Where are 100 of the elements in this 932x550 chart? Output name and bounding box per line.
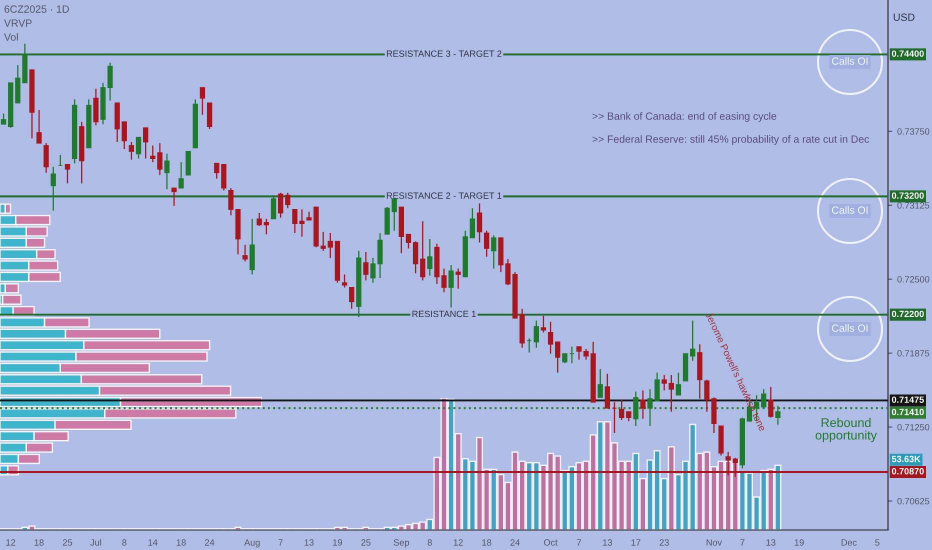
candlestick	[768, 386, 774, 418]
x-tick-label: 8	[428, 539, 432, 546]
candlestick	[363, 251, 368, 282]
candlestick	[562, 353, 568, 364]
candlestick	[640, 390, 646, 420]
candlestick	[491, 234, 496, 270]
candlestick	[256, 212, 262, 227]
x-tick-label: Oct	[544, 539, 558, 546]
candlestick	[647, 388, 653, 427]
candlestick	[406, 234, 412, 250]
candlestick	[178, 161, 184, 189]
x-tick-label: 12	[454, 539, 463, 546]
y-tick-label: 0.73125	[897, 202, 930, 209]
candlestick	[775, 405, 781, 426]
candlestick	[412, 240, 418, 274]
y-tick-label: 0.70625	[897, 498, 930, 504]
candlestick	[555, 341, 560, 374]
candlestick	[761, 388, 766, 408]
x-tick-label: 24	[510, 539, 520, 546]
ref-line-label: 0.73200	[892, 192, 924, 199]
ref-line-label: 0.72200	[892, 310, 924, 318]
candlestick	[676, 372, 682, 396]
candlestick	[50, 166, 56, 212]
y-tick-label: 0.73750	[897, 128, 930, 135]
annotation: Rebound opportunity	[816, 418, 877, 442]
candlestick	[618, 399, 624, 421]
candlestick	[0, 112, 6, 125]
candlestick	[264, 218, 270, 235]
candlestick	[626, 411, 632, 422]
y-axis-title: USD	[894, 14, 914, 21]
annotation: VRVP	[4, 20, 32, 27]
x-tick-label: 7	[278, 539, 283, 546]
x-tick-label: 23	[660, 539, 669, 546]
chart-title: 6CZ2025 · 1D	[4, 5, 69, 13]
x-tick-label: 19	[794, 539, 804, 546]
candlestick	[171, 187, 177, 206]
x-tick-label: 7	[576, 539, 582, 546]
candlestick	[64, 164, 70, 184]
y-tick-label: 0.72500	[897, 276, 930, 283]
x-tick-label: 25	[62, 539, 72, 546]
candlestick	[505, 258, 511, 286]
candlestick	[128, 141, 134, 160]
x-tick-label: 17	[631, 539, 640, 546]
x-tick-label: Nov	[706, 539, 722, 546]
candlestick	[548, 321, 554, 354]
candlestick	[200, 86, 206, 116]
candlestick	[598, 368, 603, 398]
candlestick	[44, 142, 49, 174]
candlestick	[370, 257, 376, 284]
candlestick	[164, 153, 170, 190]
x-tick-label: 13	[304, 539, 314, 546]
candlestick	[278, 192, 284, 218]
candlestick	[441, 268, 447, 293]
candlestick	[456, 268, 461, 290]
candlestick	[93, 88, 99, 126]
candlestick	[292, 208, 298, 234]
candlestick	[484, 230, 490, 258]
ref-line-label: 0.70870	[892, 468, 924, 474]
ref-line-label: 0.71410	[892, 408, 924, 416]
candlestick	[242, 244, 248, 262]
x-tick-label: 18	[176, 539, 186, 546]
candlestick	[604, 373, 610, 409]
candlestick	[206, 102, 212, 130]
x-tick-label: Aug	[244, 539, 260, 548]
y-tick-label: 0.71875	[897, 350, 930, 356]
x-tick-label: 8	[122, 539, 126, 546]
x-tick-label: 14	[148, 539, 158, 546]
candlestick	[633, 390, 638, 427]
x-tick-label: 19	[333, 539, 342, 546]
candlestick	[342, 274, 348, 288]
x-tick-label: Jul	[90, 539, 102, 546]
annotation: RESISTANCE 1	[412, 310, 476, 318]
candlestick	[377, 232, 383, 279]
text: 53.63K	[892, 456, 921, 462]
x-tick-label: 18	[482, 539, 492, 546]
candlestick	[349, 286, 354, 310]
annotation: >> Bank of Canada: end of easing cycle	[592, 112, 776, 122]
candlestick	[704, 379, 710, 412]
candlestick	[534, 320, 539, 348]
candlestick	[36, 109, 42, 144]
x-tick-label: 12	[6, 539, 16, 546]
candlestick	[136, 136, 142, 160]
candlestick	[143, 127, 148, 160]
candlestick	[427, 238, 432, 276]
x-tick-label: 7	[740, 539, 744, 546]
x-tick-label: 13	[603, 539, 612, 546]
candlestick	[470, 208, 476, 238]
candlestick	[299, 208, 305, 238]
candlestick	[583, 348, 589, 360]
annotation: Vol	[4, 33, 18, 41]
annotation: >> Federal Reserve: still 45% probability of a rate cut in Dec	[592, 135, 870, 145]
x-tick-label: 13	[766, 539, 776, 546]
candlestick	[448, 264, 454, 308]
candlestick	[285, 192, 290, 209]
x-tick-label: 24	[205, 539, 214, 546]
candlestick	[228, 187, 234, 216]
y-tick-label: 0.71250	[897, 424, 930, 430]
candlestick	[690, 320, 696, 362]
annotation: Calls OI	[832, 324, 868, 332]
annotation: RESISTANCE 3 - TARGET 2	[386, 50, 502, 57]
